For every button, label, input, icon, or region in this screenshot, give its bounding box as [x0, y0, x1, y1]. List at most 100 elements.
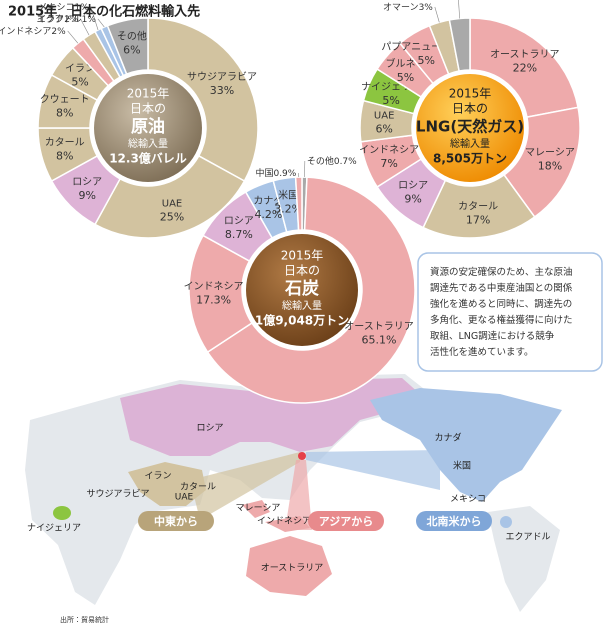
map-label: イラン: [144, 471, 171, 482]
slice-category: イラン: [65, 62, 95, 74]
donut-slice: [448, 17, 471, 72]
slice-value: 8.7%: [225, 228, 253, 241]
slice-category: ロシア: [224, 216, 254, 227]
region-pill: [138, 511, 214, 531]
slice-category: 米国: [278, 189, 298, 202]
center-year: 2015年: [127, 87, 170, 101]
slice-value: 22%: [513, 62, 537, 75]
slice-category: メキシコ: [39, 2, 75, 12]
slice-value: 2%: [64, 14, 79, 24]
map-label: エクアドル: [505, 532, 550, 543]
slice-value: 0.7%: [334, 157, 357, 167]
map-label: サウジアラビア: [86, 489, 149, 500]
slice-value: 2%: [51, 26, 66, 36]
center-subject: 日本の: [284, 264, 320, 278]
map-label: UAE: [175, 493, 194, 503]
center-disc: [246, 234, 358, 346]
slice-value: 7%: [380, 157, 397, 170]
japan: [298, 452, 306, 460]
slice-category: カタール: [458, 201, 498, 213]
center-caption: 総輸入量: [450, 137, 490, 150]
slice-value: 3%: [442, 0, 457, 1]
center-disc: [94, 74, 202, 182]
center-disc: [416, 74, 524, 182]
center-total: 1億9,048万トン: [255, 313, 349, 328]
donut-slice: [206, 176, 416, 404]
slice-label: その他0.7%: [307, 155, 357, 167]
region-pill: [416, 511, 492, 531]
slice-value: 9%: [404, 193, 421, 206]
slice-label: インドネシア2%: [0, 25, 66, 36]
donut-slice: [93, 154, 246, 239]
slice-category: インドネシア: [184, 280, 244, 292]
slice-category: その他: [415, 0, 442, 1]
arrow-asia: [285, 460, 312, 530]
slice-value: 65.1%: [361, 334, 396, 347]
note-line: 取組、LNG調達における競争: [430, 330, 555, 342]
donut-slice: [106, 17, 149, 76]
map-label: オーストラリア: [261, 563, 324, 574]
slice-category: オマーン: [383, 2, 419, 13]
region-middle-east: [128, 462, 206, 506]
slice-value: 6%: [123, 44, 140, 57]
map-label: 米国: [453, 460, 471, 472]
slice-category: カナダ: [253, 194, 283, 207]
slice-category: UAE: [374, 111, 394, 122]
center-fuel: 原油: [131, 116, 165, 137]
slice-category: サウジアラビア: [187, 71, 257, 83]
leader-line: [90, 6, 99, 31]
slice-value: 5%: [382, 94, 399, 107]
center-subject: 日本の: [452, 102, 488, 116]
donut-chart: サウジアラビア33%UAE25%ロシア9%カタール8%クウェート8%イラン5%イ…: [0, 2, 259, 239]
note-line: 多角化、更なる権益獲得に向けた: [430, 314, 573, 326]
center-caption: 総輸入量: [282, 299, 322, 312]
region-australia: [246, 536, 332, 596]
region-label: 北南米から: [427, 514, 482, 528]
slice-category: カタール: [45, 136, 85, 148]
slice-category: クウェート: [40, 94, 90, 106]
slice-label: その他3%: [415, 0, 457, 1]
slice-category: オーストラリア: [490, 49, 560, 61]
leader-line: [67, 30, 79, 44]
region-ecuador: [500, 516, 512, 528]
slice-category: イラク: [37, 13, 64, 24]
slice-value: 1%: [82, 14, 97, 24]
map-label: ロシア: [196, 424, 223, 434]
slice-category: ロシア: [398, 181, 428, 192]
slice-value: 5%: [397, 71, 414, 84]
slice-category: エクアドル: [37, 13, 82, 24]
slice-value: 33%: [210, 84, 234, 97]
slice-value: 5%: [417, 54, 434, 67]
note-line: 調達先である中東産油国との関係: [430, 282, 573, 294]
center-subject: 日本の: [130, 102, 166, 116]
region-nigeria: [53, 506, 71, 520]
slice-category: マレーシア: [525, 148, 575, 159]
slice-value: 1%: [75, 2, 90, 12]
region-pill: [308, 511, 384, 531]
slice-value: 17%: [466, 214, 490, 227]
note-line: 活性化を進めています。: [430, 346, 534, 358]
leader-line: [458, 0, 460, 19]
leader-line: [97, 18, 105, 28]
region-russia: [120, 378, 420, 456]
note-line: 強化を進めると同時に、調達先の: [430, 298, 572, 310]
slice-value: 4.2%: [254, 208, 282, 221]
center-total: 8,505万トン: [433, 152, 507, 166]
source: 出所：貿易統計: [60, 615, 109, 624]
region-north-america: [370, 388, 562, 502]
note-line: 資源の安定確保のため、主な原油: [430, 266, 573, 278]
slice-category: 中国: [255, 167, 273, 179]
slice-value: 25%: [160, 211, 184, 224]
slice-value: 3%: [419, 3, 434, 13]
page-title: 2015年 日本の化石燃料輸入先: [8, 4, 200, 20]
land: [488, 506, 560, 612]
slice-value: 0.9%: [273, 169, 296, 179]
map-label: カタール: [180, 482, 216, 493]
map: [25, 374, 562, 612]
center-fuel: 石炭: [284, 278, 319, 299]
slice-label: メキシコ1%: [39, 2, 90, 12]
center-year: 2015年: [281, 249, 324, 263]
center-year: 2015年: [449, 87, 492, 101]
